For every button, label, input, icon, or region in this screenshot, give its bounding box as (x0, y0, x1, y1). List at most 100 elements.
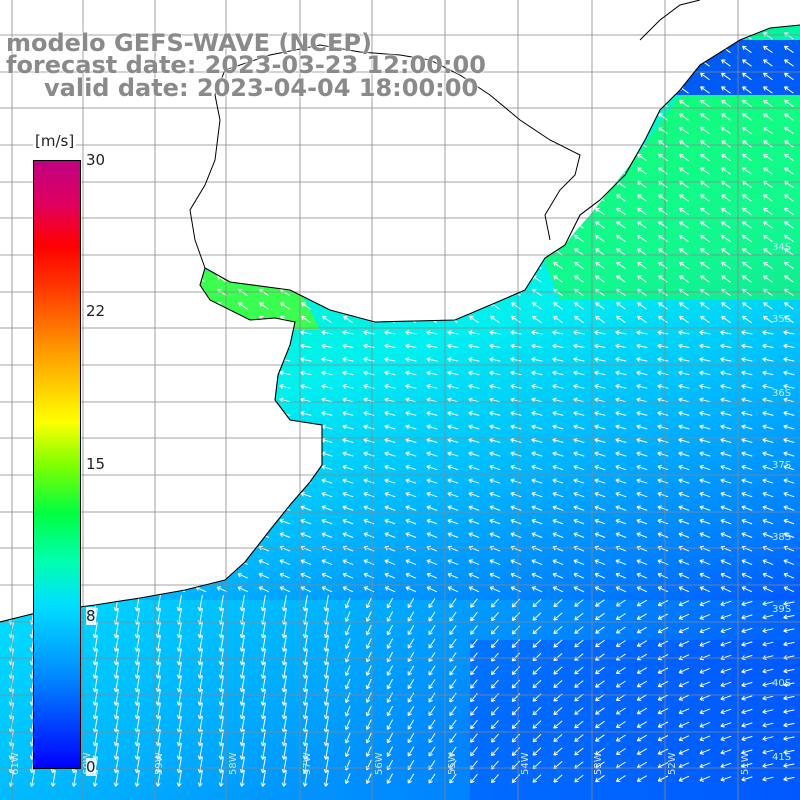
wind-arrow (699, 586, 711, 593)
wind-arrow (678, 357, 690, 362)
wind-arrow (343, 234, 353, 243)
wind-arrow (239, 689, 245, 706)
wind-arrow (511, 315, 521, 324)
wind-arrow (616, 221, 626, 229)
wind-arrow (384, 559, 396, 566)
wind-arrow (720, 749, 732, 755)
wind-arrow (763, 194, 773, 202)
wind-arrow (699, 384, 711, 389)
wind-arrow (741, 478, 753, 484)
wind-arrow (259, 261, 269, 270)
wind-arrow (678, 613, 690, 620)
wind-arrow (322, 140, 332, 148)
wind-arrow (657, 735, 669, 742)
wind-arrow (720, 735, 732, 742)
wind-arrow (552, 357, 564, 362)
wind-arrow (762, 601, 774, 606)
wind-arrow (384, 478, 396, 484)
wind-arrow (784, 194, 794, 202)
wind-arrow (510, 437, 522, 443)
wind-arrow (763, 261, 773, 270)
wind-arrow (386, 651, 394, 663)
wind-arrow (447, 464, 459, 471)
wind-arrow (510, 518, 522, 525)
wind-arrow (112, 207, 122, 216)
wind-arrow (218, 622, 224, 639)
wind-arrow (552, 424, 564, 430)
wind-arrow (573, 357, 585, 362)
wind-arrow (658, 32, 668, 40)
wind-arrow (196, 153, 206, 162)
wind-arrow (174, 370, 186, 376)
wind-arrow (615, 518, 627, 525)
wind-arrow (489, 357, 501, 362)
wind-arrow (468, 370, 480, 376)
wind-arrow (428, 733, 436, 744)
wind-arrow (699, 708, 711, 715)
wind-arrow (447, 370, 459, 376)
wind-arrow (510, 491, 522, 498)
wind-arrow (426, 572, 438, 579)
wind-arrow (300, 586, 312, 593)
wind-arrow (196, 140, 206, 148)
wind-arrow (302, 649, 308, 666)
wind-arrow (447, 357, 459, 362)
wind-arrow (29, 770, 35, 787)
wind-arrow (721, 275, 731, 283)
wind-arrow (699, 694, 711, 701)
wind-arrow (301, 275, 311, 283)
wind-arrow (741, 464, 753, 471)
wind-arrow (720, 424, 732, 430)
wind-arrow (783, 601, 795, 606)
wind-arrow (469, 140, 479, 148)
wind-arrow (615, 613, 626, 620)
wind-arrow (90, 370, 102, 376)
wind-arrow (595, 72, 605, 81)
wind-arrow (447, 532, 459, 538)
wind-arrow (531, 518, 543, 525)
wind-arrow (469, 302, 479, 310)
wind-arrow (783, 491, 795, 498)
wind-arrow (259, 113, 269, 121)
wind-arrow (762, 668, 774, 674)
wind-arrow (573, 505, 585, 511)
wind-arrow (511, 32, 521, 40)
wind-arrow (238, 113, 248, 121)
wind-arrow (783, 518, 795, 525)
wind-arrow (490, 167, 500, 175)
wind-arrow (113, 743, 119, 760)
wind-arrow (552, 343, 564, 349)
wind-arrow (280, 153, 290, 162)
wind-arrow (637, 167, 647, 175)
wind-arrow (595, 707, 605, 715)
wind-arrow (365, 719, 372, 730)
wind-arrow (343, 288, 353, 297)
wind-arrow (783, 682, 795, 687)
wind-arrow (111, 518, 123, 525)
wind-arrow (90, 545, 102, 552)
wind-arrow (511, 99, 521, 108)
wind-arrow (720, 532, 732, 538)
wind-arrow (595, 32, 605, 40)
wind-arrow (511, 167, 521, 175)
wind-arrow (762, 505, 774, 511)
wind-arrow (469, 153, 479, 162)
lon-label: 53W (593, 752, 604, 775)
wind-arrow (532, 733, 542, 743)
wind-arrow (132, 357, 144, 362)
wind-arrow (365, 705, 372, 717)
wind-arrow (175, 140, 185, 148)
wind-arrow (195, 411, 207, 416)
wind-arrow (428, 611, 436, 622)
wind-arrow (679, 302, 689, 310)
wind-arrow (468, 357, 480, 362)
wind-arrow (595, 275, 605, 283)
wind-arrow (258, 518, 270, 525)
wind-arrow (783, 532, 795, 538)
wind-arrow (90, 491, 102, 498)
wind-arrow (574, 720, 584, 729)
wind-arrow (616, 59, 626, 67)
wind-arrow (154, 261, 164, 270)
wind-arrow (637, 315, 647, 324)
